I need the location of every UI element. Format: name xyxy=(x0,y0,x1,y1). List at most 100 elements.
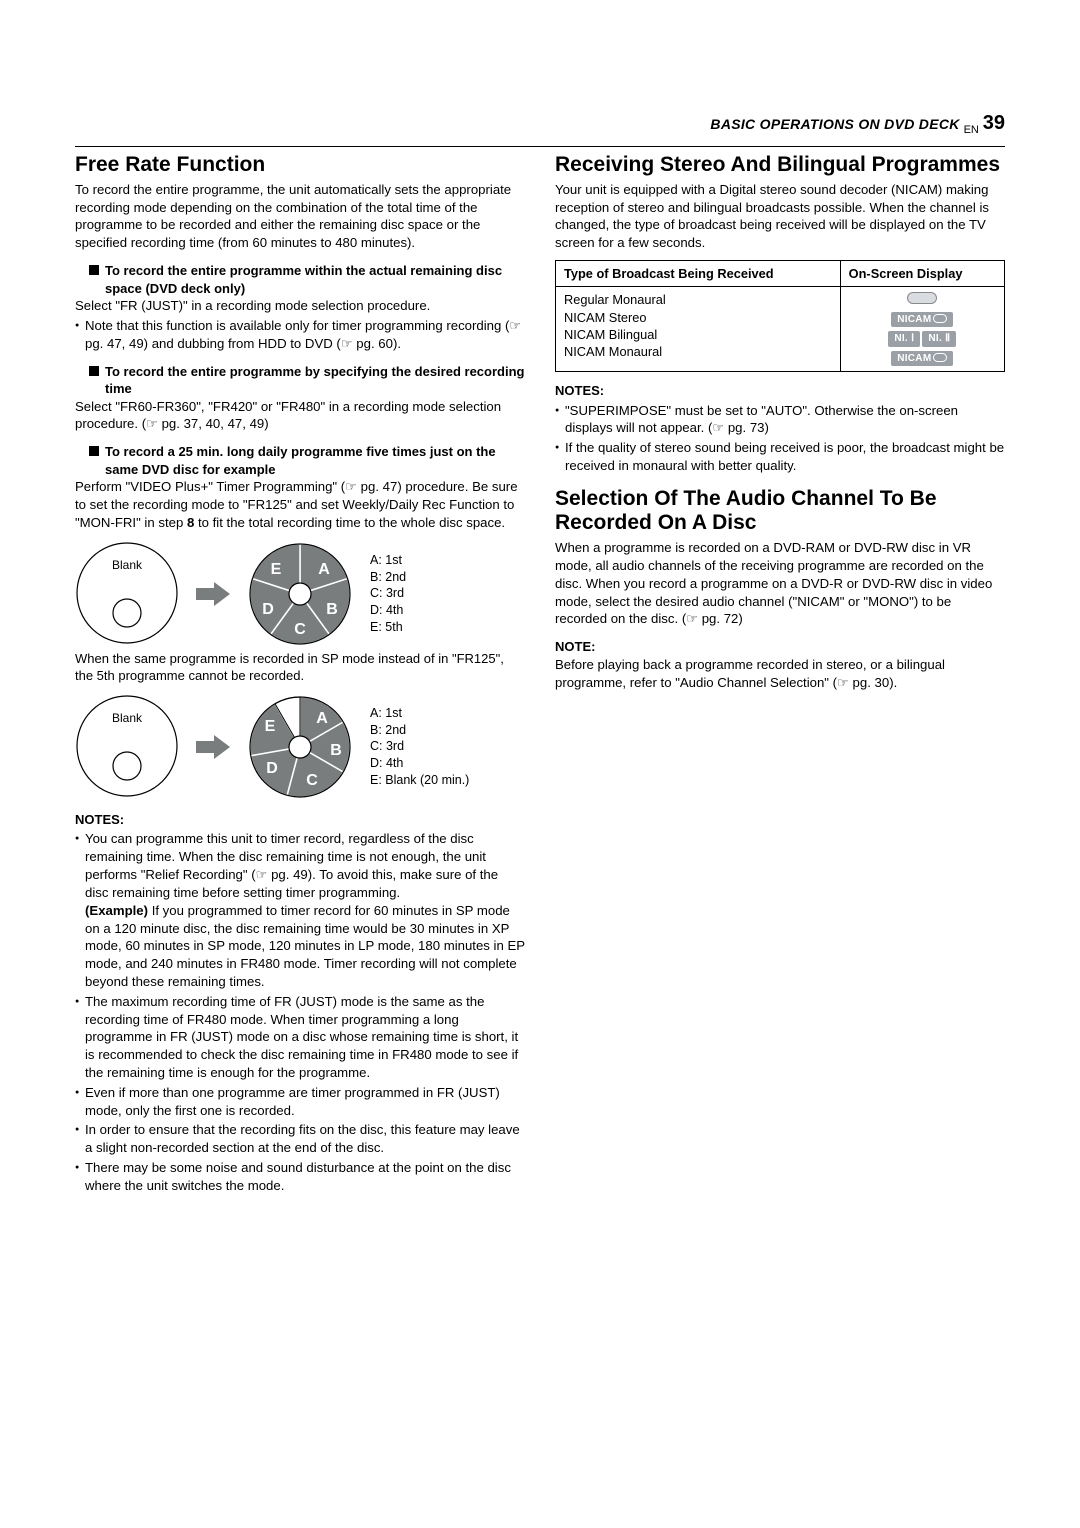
arrow-icon xyxy=(196,582,230,606)
disc2-legend: A: 1st B: 2nd C: 3rd D: 4th E: Blank (20… xyxy=(370,705,469,789)
broadcast-types-cell: Regular Monaural NICAM Stereo NICAM Bili… xyxy=(556,287,841,372)
disc2-blank-label: Blank xyxy=(112,711,143,725)
subhead-1: To record the entire programme within th… xyxy=(75,262,525,297)
right-column: Receiving Stereo And Bilingual Programme… xyxy=(555,153,1005,1197)
right-note2-body: Before playing back a programme recorded… xyxy=(555,656,1005,692)
legend-row: D: 4th xyxy=(370,755,469,772)
list-item: You can programme this unit to timer rec… xyxy=(75,830,525,990)
disc2-blank-svg: Blank xyxy=(75,694,180,799)
mono-oval-icon xyxy=(933,353,947,362)
sub1-body: Select "FR (JUST)" in a recording mode s… xyxy=(75,297,525,315)
list-item: Even if more than one programme are time… xyxy=(75,1084,525,1120)
svg-text:C: C xyxy=(306,772,318,789)
example-text: If you programmed to timer record for 60… xyxy=(85,903,525,989)
sub3-body-part2: to fit the total recording time to the w… xyxy=(194,515,505,530)
subhead-2-text: To record the entire programme by specif… xyxy=(105,363,525,398)
sub3-body: Perform "VIDEO Plus+" Timer Programming"… xyxy=(75,478,525,531)
legend-row: C: 3rd xyxy=(370,585,406,602)
right-notes1-list: "SUPERIMPOSE" must be set to "AUTO". Oth… xyxy=(555,402,1005,475)
svg-text:C: C xyxy=(294,621,306,638)
page-header: BASIC OPERATIONS ON DVD DECK EN 39 xyxy=(75,110,1005,138)
table-header-row: Type of Broadcast Being Received On-Scre… xyxy=(556,261,1005,287)
broadcast-table: Type of Broadcast Being Received On-Scre… xyxy=(555,260,1005,372)
right-notes1-title: NOTES: xyxy=(555,382,1005,400)
square-bullet-icon xyxy=(89,446,99,456)
osd-nicam-monaural: NICAM xyxy=(849,348,996,368)
osd-cell: NICAM NI. ⅠNI. Ⅱ NICAM xyxy=(840,287,1004,372)
ni1-badge: NI. Ⅰ xyxy=(888,331,920,347)
sub1-bullets: Note that this function is available onl… xyxy=(75,317,525,353)
disc2-filled-svg: A B C D E xyxy=(246,693,354,801)
svg-text:D: D xyxy=(266,760,278,777)
disc-diagram-1: Blank A B C D E xyxy=(75,540,525,648)
legend-row: C: 3rd xyxy=(370,738,469,755)
svg-text:E: E xyxy=(265,718,276,735)
right-title-2: Selection Of The Audio Channel To Be Rec… xyxy=(555,487,1005,535)
broadcast-type: NICAM Monaural xyxy=(564,343,832,360)
sub2-body: Select "FR60-FR360", "FR420" or "FR480" … xyxy=(75,398,525,434)
list-item: If the quality of stereo sound being rec… xyxy=(555,439,1005,475)
legend-row: E: 5th xyxy=(370,619,406,636)
table-col2-header: On-Screen Display xyxy=(840,261,1004,287)
legend-row: B: 2nd xyxy=(370,569,406,586)
stereo-oval-icon xyxy=(933,314,947,323)
legend-row: D: 4th xyxy=(370,602,406,619)
list-item: "SUPERIMPOSE" must be set to "AUTO". Oth… xyxy=(555,402,1005,438)
list-item: The maximum recording time of FR (JUST) … xyxy=(75,993,525,1082)
subhead-2: To record the entire programme by specif… xyxy=(75,363,525,398)
disc1-legend: A: 1st B: 2nd C: 3rd D: 4th E: 5th xyxy=(370,552,406,636)
legend-row: E: Blank (20 min.) xyxy=(370,772,469,789)
ni2-badge: NI. Ⅱ xyxy=(922,331,956,347)
example-label: (Example) xyxy=(85,903,148,918)
svg-text:A: A xyxy=(318,561,330,578)
header-page-number: 39 xyxy=(983,112,1005,134)
disc1-blank-svg: Blank xyxy=(75,541,180,646)
table-row: Regular Monaural NICAM Stereo NICAM Bili… xyxy=(556,287,1005,372)
disc1-blank-label: Blank xyxy=(112,558,143,572)
list-item: In order to ensure that the recording fi… xyxy=(75,1121,525,1157)
subhead-1-text: To record the entire programme within th… xyxy=(105,262,525,297)
right-title-1: Receiving Stereo And Bilingual Programme… xyxy=(555,153,1005,177)
legend-row: A: 1st xyxy=(370,552,406,569)
osd-nicam-bilingual: NI. ⅠNI. Ⅱ xyxy=(849,328,996,348)
legend-row: B: 2nd xyxy=(370,722,469,739)
header-rule xyxy=(75,146,1005,147)
svg-text:B: B xyxy=(326,601,338,618)
nicam-badge: NICAM xyxy=(891,351,953,367)
svg-text:D: D xyxy=(262,601,274,618)
osd-regular-monaural xyxy=(849,291,996,308)
right-note2-title: NOTE: xyxy=(555,638,1005,656)
subhead-3: To record a 25 min. long daily programme… xyxy=(75,443,525,478)
two-column-layout: Free Rate Function To record the entire … xyxy=(75,153,1005,1197)
left-notes-title: NOTES: xyxy=(75,811,525,829)
left-column: Free Rate Function To record the entire … xyxy=(75,153,525,1197)
legend-row: A: 1st xyxy=(370,705,469,722)
broadcast-type: Regular Monaural xyxy=(564,291,832,308)
nicam-badge: NICAM xyxy=(891,312,953,328)
disc1-caption: When the same programme is recorded in S… xyxy=(75,650,525,685)
disc1-filled-svg: A B C D E xyxy=(246,540,354,648)
subhead-3-text: To record a 25 min. long daily programme… xyxy=(105,443,525,478)
header-section-label: BASIC OPERATIONS ON DVD DECK xyxy=(710,116,959,132)
left-notes-list: You can programme this unit to timer rec… xyxy=(75,830,525,1194)
osd-blank-icon xyxy=(907,292,937,304)
list-item: There may be some noise and sound distur… xyxy=(75,1159,525,1195)
right-intro-1: Your unit is equipped with a Digital ste… xyxy=(555,181,1005,252)
broadcast-type: NICAM Stereo xyxy=(564,309,832,326)
table-col1-header: Type of Broadcast Being Received xyxy=(556,261,841,287)
square-bullet-icon xyxy=(89,265,99,275)
sub1-bullet-1: Note that this function is available onl… xyxy=(75,317,525,353)
left-title: Free Rate Function xyxy=(75,153,525,177)
right-intro-2: When a programme is recorded on a DVD-RA… xyxy=(555,539,1005,628)
broadcast-type: NICAM Bilingual xyxy=(564,326,832,343)
left-intro: To record the entire programme, the unit… xyxy=(75,181,525,252)
svg-text:A: A xyxy=(316,710,328,727)
svg-text:E: E xyxy=(271,561,282,578)
arrow-icon xyxy=(196,735,230,759)
header-lang: EN xyxy=(964,124,979,136)
disc-diagram-2: Blank A xyxy=(75,693,525,801)
svg-text:B: B xyxy=(330,742,342,759)
note-1-text: You can programme this unit to timer rec… xyxy=(85,831,498,899)
osd-nicam-stereo: NICAM xyxy=(849,309,996,329)
square-bullet-icon xyxy=(89,366,99,376)
